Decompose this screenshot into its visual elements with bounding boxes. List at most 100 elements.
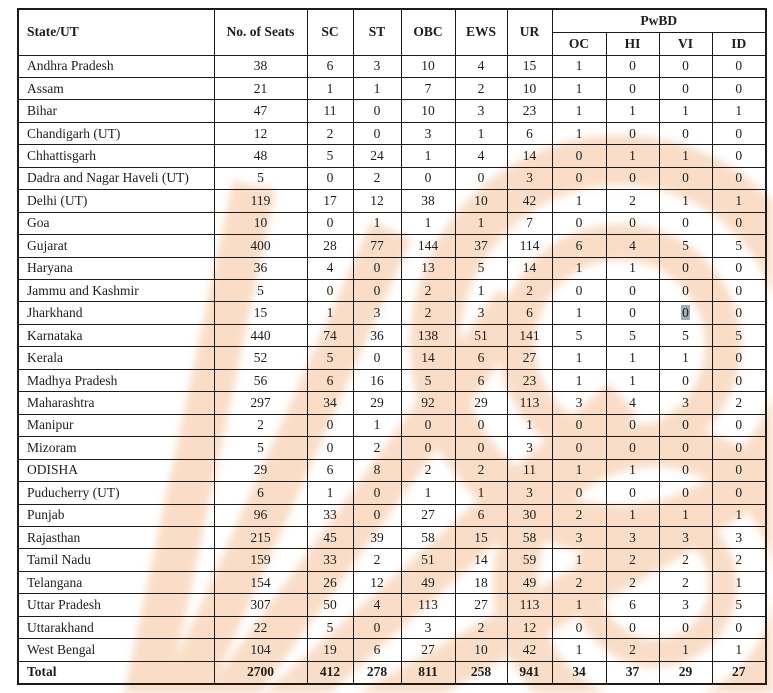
table-row: Puducherry (UT) 6 1 0 1 1 3 0 0 0 0 [17,481,767,505]
value-cell: 4 [454,54,508,78]
value-cell: 34 [551,660,607,685]
value-cell: 0 [352,481,402,505]
table-row: ODISHA 29 6 8 2 2 11 1 1 0 0 [17,458,767,483]
value-cell: 440 [213,323,308,348]
value-cell: 5 [658,234,713,258]
value-cell: 811 [400,660,456,685]
value-cell: 16 [352,368,402,393]
value-cell: 1 [306,481,354,505]
state-name-cell: Delhi (UT) [17,189,215,213]
value-cell: 5 [213,279,308,303]
value-cell: 5 [306,615,354,640]
value-cell: 144 [400,234,456,258]
value-cell: 5 [306,346,354,370]
value-cell: 7 [506,211,553,236]
value-cell: 12 [352,570,402,595]
value-cell: 0 [551,436,607,460]
value-cell: 0 [605,76,660,101]
value-cell: 6 [454,346,508,370]
value-cell: 2 [400,301,456,325]
value-cell: 1 [711,638,767,662]
value-cell: 56 [213,368,308,393]
state-name-cell: Rajasthan [17,526,215,550]
header-ews: EWS [454,8,508,56]
header-obc: OBC [400,8,456,56]
value-cell: 1 [551,346,607,370]
value-cell: 10 [213,211,308,236]
value-cell: 400 [213,234,308,258]
value-cell: 0 [605,166,660,191]
value-cell: 1 [605,368,660,393]
value-cell: 3 [658,526,713,550]
value-cell: 18 [454,570,508,595]
value-cell: 5 [605,323,660,348]
value-cell: 74 [306,323,354,348]
value-cell: 5 [454,256,508,281]
state-name-cell: Haryana [17,256,215,281]
value-cell: 0 [306,279,354,303]
value-cell: 1 [551,368,607,393]
table-row: Manipur 2 0 1 0 0 1 0 0 0 0 [17,413,767,438]
value-cell: 24 [352,144,402,168]
value-cell: 0 [400,413,456,438]
value-cell: 2 [454,458,508,483]
value-cell: 0 [306,166,354,191]
value-cell: 1 [352,211,402,236]
value-cell: 2 [454,615,508,640]
table-row: Uttarakhand 22 5 0 3 2 12 0 0 0 0 [17,615,767,640]
value-cell: 2 [658,570,713,595]
value-cell: 10 [400,99,456,123]
table-row: Assam 21 1 1 7 2 10 1 0 0 0 [17,76,767,101]
value-cell: 0 [711,144,767,168]
value-cell: 0 [551,166,607,191]
value-cell: 138 [400,323,456,348]
value-cell: 0 [400,166,456,191]
value-cell: 0 [352,99,402,123]
value-cell: 3 [506,481,553,505]
value-cell: 11 [306,99,354,123]
value-cell: 307 [213,593,308,617]
value-cell: 5 [551,323,607,348]
value-cell: 92 [400,391,456,415]
value-cell: 4 [605,391,660,415]
value-cell: 0 [352,279,402,303]
value-cell: 104 [213,638,308,662]
value-cell: 6 [352,638,402,662]
value-cell: 27 [454,593,508,617]
value-cell: 0 [605,301,660,325]
value-cell: 0 [658,166,713,191]
value-cell: 113 [506,391,553,415]
value-cell: 0 [605,481,660,505]
value-cell: 3 [454,301,508,325]
value-cell: 0 [551,615,607,640]
value-cell: 0 [711,166,767,191]
value-cell: 3 [352,54,402,78]
value-cell: 2 [605,548,660,572]
value-cell: 113 [506,593,553,617]
value-cell: 0 [605,436,660,460]
value-cell: 0 [711,615,767,640]
value-cell: 114 [506,234,553,258]
value-cell: 17 [306,189,354,213]
table-row: Uttar Pradesh 307 50 4 113 27 113 1 6 3 5 [17,593,767,617]
value-cell: 1 [605,99,660,123]
value-cell: 0 [658,256,713,281]
value-cell: 2 [605,189,660,213]
table-row: Mizoram 5 0 2 0 0 3 0 0 0 0 [17,436,767,460]
state-name-cell: West Bengal [17,638,215,662]
value-cell: 28 [306,234,354,258]
state-name-cell: Punjab [17,503,215,528]
table-row: Jharkhand 15 1 3 2 3 6 1 0 0 0 [17,301,767,325]
value-cell: 1 [454,121,508,146]
value-cell: 0 [352,503,402,528]
value-cell: 0 [658,54,713,78]
table-row: Dadra and Nagar Haveli (UT) 5 0 2 0 0 3 0 0 0 0 [17,166,767,191]
value-cell: 10 [454,189,508,213]
value-cell: 0 [711,458,767,483]
value-cell: 6 [306,458,354,483]
value-cell: 0 [605,121,660,146]
value-cell: 0 [711,76,767,101]
value-cell: 10 [506,76,553,101]
state-name-cell: Assam [17,76,215,101]
value-cell: 0 [352,121,402,146]
